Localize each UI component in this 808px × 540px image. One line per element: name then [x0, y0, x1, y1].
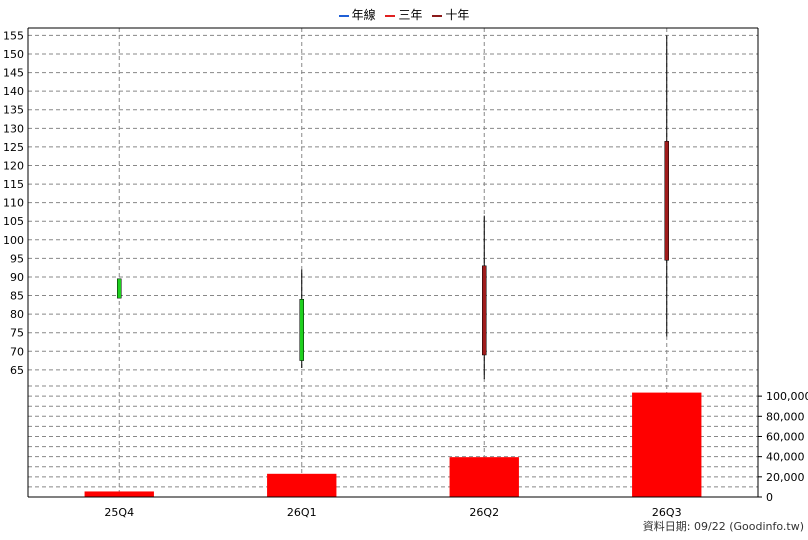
category-label: 26Q2	[469, 506, 499, 519]
price-tick-label: 115	[3, 178, 24, 191]
price-tick-label: 90	[10, 271, 24, 284]
legend-label-ten-year: 十年	[445, 8, 470, 22]
volume-tick-label: 20,000	[766, 471, 805, 484]
price-tick-label: 80	[10, 308, 24, 321]
chart-legend: 年線 三年 十年	[0, 6, 808, 23]
price-tick-label: 75	[10, 327, 24, 340]
legend-item-ten-year: 十年	[432, 6, 469, 23]
candle-body	[299, 299, 304, 361]
price-tick-label: 145	[3, 67, 24, 80]
price-tick-label: 100	[3, 234, 24, 247]
legend-swatch-three-year	[385, 14, 396, 17]
price-tick-label: 155	[3, 29, 24, 42]
legend-label-three-year: 三年	[398, 8, 423, 22]
volume-bar	[449, 457, 519, 497]
price-tick-label: 135	[3, 104, 24, 117]
volume-tick-label: 100,000	[766, 390, 808, 403]
data-date-footer: 資料日期: 09/22 (Goodinfo.tw)	[642, 520, 804, 533]
candle-body	[117, 278, 122, 299]
candle-body	[482, 265, 487, 356]
price-tick-label: 125	[3, 141, 24, 154]
legend-item-annual: 年線	[338, 6, 376, 23]
candle-body	[664, 141, 669, 261]
legend-swatch-ten-year	[432, 14, 443, 17]
category-label: 25Q4	[104, 506, 134, 519]
volume-tick-label: 80,000	[766, 410, 805, 423]
price-tick-label: 140	[3, 85, 24, 98]
price-tick-label: 130	[3, 122, 24, 135]
category-label: 26Q1	[287, 506, 317, 519]
volume-tick-label: 60,000	[766, 430, 805, 443]
volume-bar	[84, 491, 154, 497]
volume-bar	[632, 392, 702, 497]
volume-tick-label: 40,000	[766, 451, 805, 464]
volume-tick-label: 0	[766, 491, 773, 504]
price-tick-label: 150	[3, 48, 24, 61]
volume-bar	[267, 473, 337, 497]
price-tick-label: 105	[3, 215, 24, 228]
price-tick-label: 95	[10, 252, 24, 265]
price-tick-label: 65	[10, 364, 24, 377]
legend-label-annual: 年線	[351, 8, 376, 22]
category-label: 26Q3	[652, 506, 682, 519]
legend-item-three-year: 三年	[385, 6, 423, 23]
price-tick-label: 110	[3, 197, 24, 210]
legend-swatch-annual	[338, 14, 349, 17]
price-tick-label: 120	[3, 159, 24, 172]
price-tick-label: 70	[10, 345, 24, 358]
price-tick-label: 85	[10, 290, 24, 303]
